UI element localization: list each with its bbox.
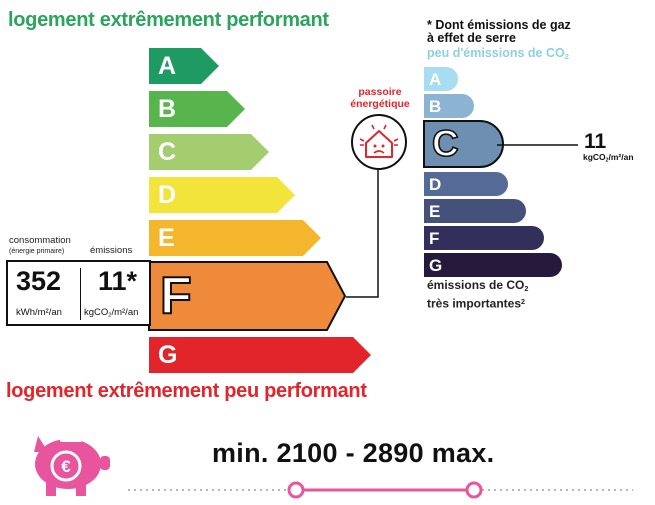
ges-letter-c: C (431, 122, 459, 165)
dpe-letter-c: C (158, 138, 177, 166)
bottom-label: logement extrêmement peu performant (6, 380, 367, 402)
ges-header: * Dont émissions de gaz à effet de serre (427, 18, 571, 45)
dpe-class-b (149, 91, 245, 127)
cost-slider (128, 481, 633, 499)
consumption-value: 352 (16, 266, 62, 296)
dpe-class-a (149, 48, 219, 84)
ges-footer: émissions de CO2 très importantes2 (427, 278, 529, 311)
ges-value: 11 (584, 130, 607, 153)
dpe-class-d (149, 177, 295, 213)
min-handle (287, 481, 305, 499)
ges-class-a (424, 67, 458, 91)
ges-letter-d: D (429, 175, 442, 194)
ges-class-c (423, 120, 504, 168)
emissions-value: 11* (98, 266, 138, 296)
piggy-bank-euro-icon: € (34, 436, 110, 496)
ges-letter-b: B (429, 97, 442, 116)
dpe-letter-e: E (158, 224, 175, 252)
dpe-values-box: 352 kWh/m²/an 11* kgCO2/m²/an (6, 260, 151, 326)
ges-class-f (424, 226, 544, 250)
ges-letter-f: F (429, 229, 440, 248)
ges-class-b (424, 94, 474, 118)
cost-range: min. 2100 - 2890 max. (212, 438, 495, 468)
dpe-letter-g: G (158, 341, 178, 369)
leaky-house-icon (351, 114, 407, 170)
emissions-label: émissions (90, 245, 133, 256)
top-label: logement extrêmement performant (8, 9, 329, 31)
ges-letter-e: E (429, 202, 441, 221)
dpe-class-c (149, 134, 269, 170)
svg-text:€: € (61, 457, 71, 476)
passoire-connector (346, 170, 379, 298)
ges-letter-g: G (429, 256, 443, 275)
ges-class-e (424, 199, 526, 223)
max-handle (465, 481, 483, 499)
dpe-letter-d: D (158, 181, 177, 209)
values-divider (80, 268, 81, 320)
ges-letter-a: A (429, 70, 442, 89)
ges-class-d (424, 172, 508, 196)
consumption-sublabel: (énergie primaire) (9, 248, 65, 255)
dpe-class-g (149, 337, 371, 373)
emissions-unit: kgCO2/m²/an (84, 307, 139, 319)
ges-unit: kgCO2/m²/an (583, 152, 634, 164)
passoire-title: passoire énergétique (350, 86, 410, 110)
dpe-letter-a: A (158, 52, 177, 80)
ges-header-low: peu d'émissions de CO2 (427, 46, 569, 61)
dpe-letter-b: B (158, 95, 177, 123)
dpe-letter-f: F (159, 266, 193, 326)
ges-class-g (424, 253, 562, 277)
dpe-class-e (149, 220, 321, 256)
consumption-label: consommation (9, 235, 71, 246)
consumption-unit: kWh/m²/an (16, 307, 62, 318)
